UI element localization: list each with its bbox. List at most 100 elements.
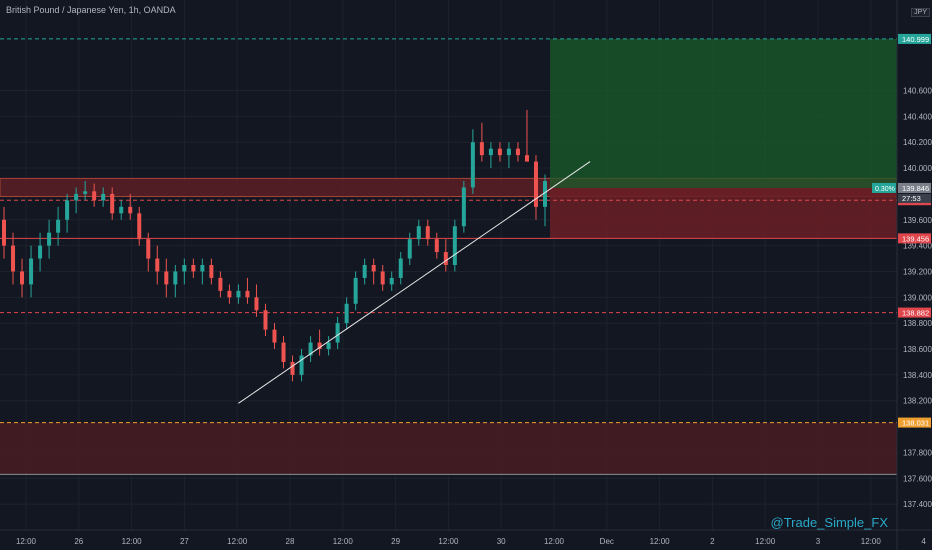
candle-body <box>452 226 457 265</box>
candle-body <box>11 245 16 272</box>
candle-body <box>326 342 331 350</box>
demand-zone <box>0 422 897 475</box>
time-tick-label: 12:00 <box>122 537 143 546</box>
price-tick-label: 139.200 <box>903 267 932 276</box>
candle-body <box>137 213 142 240</box>
candle-body <box>362 265 367 278</box>
time-tick-label: 30 <box>497 537 506 546</box>
position-pct-label: 0.30% <box>875 186 895 193</box>
candle-body <box>497 148 502 156</box>
price-tick-label: 138.200 <box>903 397 932 406</box>
time-tick-label: 12:00 <box>333 537 354 546</box>
candle-body <box>389 277 394 285</box>
candle-body <box>461 187 466 227</box>
candle-body <box>164 271 169 285</box>
watermark: @Trade_Simple_FX <box>770 515 888 530</box>
time-tick-label: 12:00 <box>650 537 671 546</box>
candle-body <box>470 142 475 188</box>
price-label-support: 138.882 <box>902 309 929 318</box>
time-tick-label: 4 <box>921 537 926 546</box>
candle-body <box>227 290 232 298</box>
time-tick-label: 26 <box>74 537 83 546</box>
candle-body <box>2 219 6 246</box>
countdown-bg <box>898 193 931 203</box>
price-tick-label: 138.400 <box>903 371 932 380</box>
price-label-tp: 140.999 <box>902 35 929 44</box>
candle-body <box>479 142 484 156</box>
candle-body <box>65 200 70 220</box>
price-tick-label: 138.800 <box>903 319 932 328</box>
candle-body <box>425 226 430 240</box>
candle-body <box>38 245 43 259</box>
price-tick-label: 138.600 <box>903 345 932 354</box>
price-tick-label: 140.200 <box>903 138 932 147</box>
price-tick-label: 139.000 <box>903 293 932 302</box>
candle-body <box>371 265 376 272</box>
candle-body <box>344 303 349 324</box>
price-label-sl: 139.456 <box>902 234 929 243</box>
position-pct-bg <box>872 182 896 193</box>
entry-price-label: 139.846 <box>902 184 929 193</box>
candle-body <box>209 265 214 278</box>
candle-body <box>56 219 61 233</box>
countdown-label: 27:53 <box>902 194 921 203</box>
candle-body <box>272 329 277 343</box>
candle-body <box>380 271 385 285</box>
candle-body <box>101 193 106 201</box>
time-tick-label: 12:00 <box>227 537 248 546</box>
trendline <box>238 161 591 404</box>
candle-body <box>335 323 340 343</box>
profit-zone <box>550 38 897 188</box>
candle-body <box>20 271 25 285</box>
candle-body <box>317 342 322 350</box>
price-tick-label: 140.600 <box>903 86 932 95</box>
time-tick-label: 28 <box>286 537 295 546</box>
candle-body <box>407 239 412 259</box>
candle-body <box>353 277 358 304</box>
price-tick-label: 137.800 <box>903 448 932 457</box>
candle-body <box>119 206 124 214</box>
price-axis <box>897 0 932 550</box>
price-tick-label: 139.600 <box>903 216 932 225</box>
candle-body <box>506 148 511 156</box>
candle-body <box>245 290 250 298</box>
candle-body <box>443 252 448 265</box>
candle-body <box>281 342 286 362</box>
price-tick-label: 137.400 <box>903 500 932 509</box>
candle-body <box>434 239 439 253</box>
candle-body <box>254 297 259 311</box>
time-tick-label: 12:00 <box>544 537 565 546</box>
candle-body <box>83 191 88 194</box>
chart-title: British Pound / Japanese Yen, 1h, OANDA <box>6 5 176 15</box>
candle-body <box>173 271 178 285</box>
candle-body <box>236 290 241 298</box>
candle-body <box>398 258 403 278</box>
time-tick-label: 12:00 <box>438 537 459 546</box>
candle-body <box>74 193 79 201</box>
time-tick-label: 12:00 <box>755 537 776 546</box>
price-tick-label: 139.400 <box>903 242 932 251</box>
time-tick-label: 2 <box>710 537 715 546</box>
time-tick-label: 3 <box>816 537 821 546</box>
candle-body <box>191 265 196 272</box>
candle-body <box>515 148 520 156</box>
candle-body <box>47 232 52 246</box>
stop-zone <box>550 187 897 239</box>
candle-body <box>524 155 529 162</box>
price-label-demand: 138.031 <box>902 419 929 428</box>
currency-badge[interactable]: JPY <box>911 8 930 17</box>
candle-body <box>543 180 547 207</box>
candle-body <box>182 265 187 272</box>
time-tick-label: Dec <box>600 537 614 546</box>
candle-body <box>200 265 205 272</box>
time-tick-label: 12:00 <box>16 537 37 546</box>
candle-body <box>299 355 304 375</box>
time-tick-label: 27 <box>180 537 189 546</box>
candle-body <box>92 191 97 201</box>
candle-body <box>533 161 538 207</box>
candle-body <box>155 258 160 272</box>
entry-price-bg <box>898 182 931 193</box>
price-tick-label: 140.400 <box>903 112 932 121</box>
